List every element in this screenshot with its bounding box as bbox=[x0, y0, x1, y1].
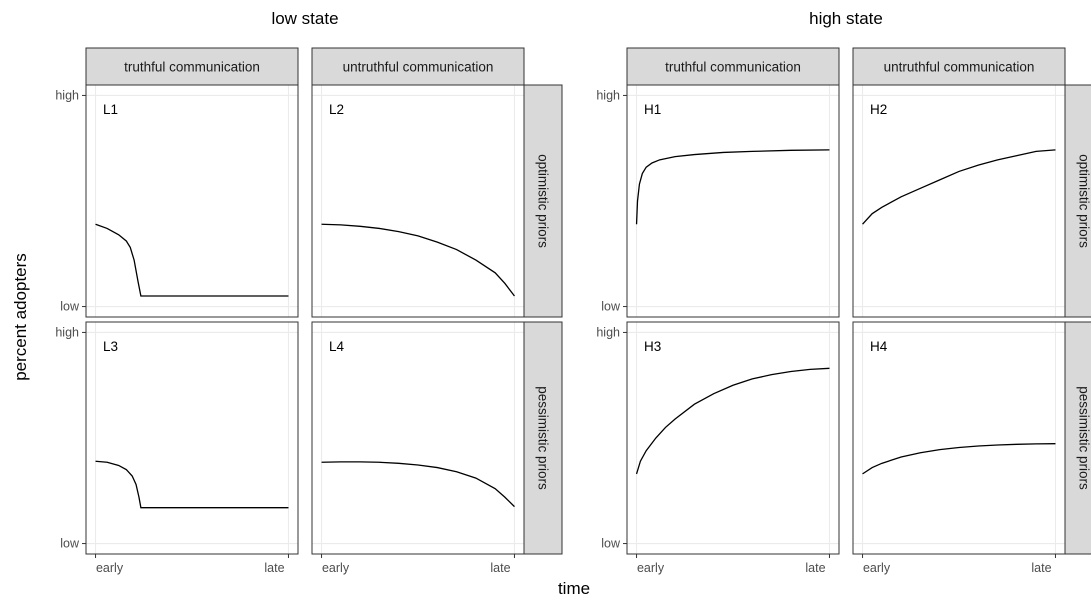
row-strip-bg bbox=[1064, 321, 1091, 555]
series-line-h2 bbox=[862, 149, 1056, 225]
panel-label: H2 bbox=[870, 102, 887, 117]
series-line-h3 bbox=[635, 367, 830, 475]
series-line-l3 bbox=[95, 460, 289, 509]
panel-l3: L3 low high early late bbox=[55, 321, 299, 575]
y-tick-label: low bbox=[601, 300, 621, 314]
panel-border bbox=[85, 84, 299, 318]
x-tick-label: late bbox=[1031, 561, 1051, 575]
y-tick-label: low bbox=[60, 300, 80, 314]
panel-border bbox=[626, 84, 840, 318]
x-tick-label: early bbox=[96, 561, 124, 575]
x-tick-label: late bbox=[264, 561, 284, 575]
panel-border bbox=[852, 321, 1066, 555]
x-tick-label: early bbox=[322, 561, 350, 575]
y-tick-label: low bbox=[601, 537, 621, 551]
x-tick-label: late bbox=[805, 561, 825, 575]
y-tick-label: high bbox=[55, 325, 79, 339]
col-strip-bg bbox=[311, 47, 525, 86]
row-strip-label: pessimistic priors bbox=[1077, 386, 1091, 490]
x-tick-label: early bbox=[637, 561, 665, 575]
series-line-h1 bbox=[635, 149, 830, 225]
group-title-low-state: low state bbox=[271, 9, 338, 28]
col-strip-label: untruthful communication bbox=[343, 60, 494, 75]
panel-h2: H2 bbox=[852, 84, 1066, 318]
panel-label: H3 bbox=[644, 339, 661, 354]
panel-l1: L1 low high bbox=[55, 84, 299, 318]
y-tick-label: high bbox=[55, 88, 79, 102]
panel-label: L2 bbox=[329, 102, 344, 117]
col-strip-label: truthful communication bbox=[124, 60, 260, 75]
panel-border bbox=[311, 84, 525, 318]
col-strip-bg bbox=[626, 47, 840, 86]
col-strip-label: untruthful communication bbox=[884, 60, 1035, 75]
x-tick-label: late bbox=[490, 561, 510, 575]
y-tick-label: high bbox=[596, 325, 620, 339]
y-tick-label: high bbox=[596, 88, 620, 102]
panel-l2: L2 bbox=[311, 84, 525, 318]
row-strip-bg bbox=[523, 84, 563, 318]
col-strip-bg bbox=[852, 47, 1066, 86]
panel-label: L1 bbox=[103, 102, 118, 117]
y-axis-title: percent adopters bbox=[11, 253, 30, 381]
series-line-l1 bbox=[95, 223, 289, 297]
row-strip-label: optimistic priors bbox=[1077, 154, 1091, 248]
series-line-l4 bbox=[321, 461, 515, 508]
panel-label: L4 bbox=[329, 339, 345, 354]
panel-h3: H3 low high early late bbox=[596, 321, 840, 575]
panel-h4: H4 early late bbox=[852, 321, 1066, 575]
panel-label: H1 bbox=[644, 102, 661, 117]
row-strip-bg bbox=[1064, 84, 1091, 318]
y-tick-label: low bbox=[60, 537, 80, 551]
col-strip-bg bbox=[85, 47, 299, 86]
group-title-high-state: high state bbox=[809, 9, 883, 28]
panel-border bbox=[311, 321, 525, 555]
panel-border bbox=[85, 321, 299, 555]
x-tick-label: early bbox=[863, 561, 891, 575]
panel-border bbox=[852, 84, 1066, 318]
panel-l4: L4 early late bbox=[311, 321, 525, 575]
x-axis-title: time bbox=[558, 579, 590, 598]
row-strip-label: optimistic priors bbox=[536, 154, 551, 248]
panel-h1: H1 low high bbox=[596, 84, 840, 318]
col-strip-label: truthful communication bbox=[665, 60, 801, 75]
panel-label: L3 bbox=[103, 339, 118, 354]
series-line-l2 bbox=[321, 223, 515, 297]
series-line-h4 bbox=[862, 443, 1056, 475]
row-strip-label: pessimistic priors bbox=[536, 386, 551, 490]
panel-border bbox=[626, 321, 840, 555]
panel-label: H4 bbox=[870, 339, 888, 354]
